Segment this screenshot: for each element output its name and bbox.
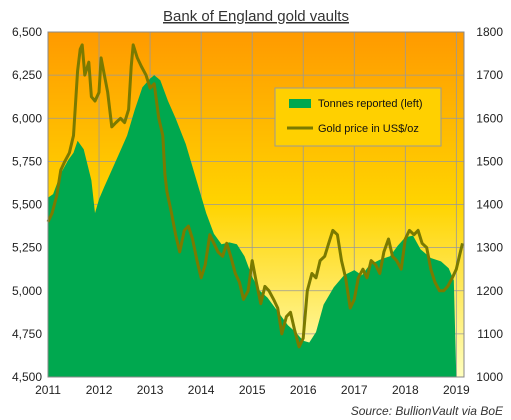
chart-title: Bank of England gold vaults bbox=[163, 8, 349, 25]
legend-swatch-tonnes bbox=[289, 99, 311, 108]
y-right-tick-label: 1300 bbox=[476, 241, 503, 255]
y-left-tick-label: 6,000 bbox=[12, 111, 42, 125]
y-left-tick-label: 4,500 bbox=[12, 370, 42, 384]
right-axis: 1000 1100 1200 1300 1400 1500 1600 1700 1800 bbox=[476, 25, 503, 384]
x-tick-label: 2011 bbox=[35, 383, 61, 397]
legend: Tonnes reported (left) Gold price in US$… bbox=[274, 87, 442, 147]
legend-label-tonnes: Tonnes reported (left) bbox=[318, 98, 423, 110]
source-note: Source: BullionVault via BoE bbox=[351, 404, 504, 418]
x-tick-label: 2018 bbox=[392, 383, 419, 397]
y-left-tick-label: 6,250 bbox=[12, 68, 42, 82]
x-tick-label: 2017 bbox=[341, 383, 368, 397]
legend-label-gold: Gold price in US$/oz bbox=[318, 123, 419, 135]
y-left-tick-label: 4,750 bbox=[12, 327, 42, 341]
series-gold-price-line bbox=[46, 43, 464, 349]
y-left-tick-label: 5,750 bbox=[12, 154, 42, 168]
y-right-tick-label: 1500 bbox=[476, 154, 503, 168]
y-right-tick-label: 1800 bbox=[476, 25, 503, 39]
x-tick-label: 2012 bbox=[86, 383, 113, 397]
y-left-tick-label: 5,000 bbox=[12, 284, 42, 298]
left-axis: 4,500 4,750 5,000 5,250 5,500 5,750 6,000 6,250… bbox=[12, 25, 42, 384]
y-right-tick-label: 1000 bbox=[476, 370, 503, 384]
x-tick-label: 2019 bbox=[443, 383, 470, 397]
x-tick-label: 2013 bbox=[137, 383, 164, 397]
x-tick-label: 2016 bbox=[290, 383, 317, 397]
y-right-tick-label: 1700 bbox=[476, 68, 503, 82]
legend-box bbox=[274, 87, 442, 147]
y-left-tick-label: 5,500 bbox=[12, 198, 42, 212]
y-right-tick-label: 1400 bbox=[476, 198, 503, 212]
y-left-tick-label: 6,500 bbox=[12, 25, 42, 39]
y-right-tick-label: 1600 bbox=[476, 111, 503, 125]
plot-border bbox=[47, 31, 465, 378]
y-right-tick-label: 1200 bbox=[476, 284, 503, 298]
y-left-tick-label: 5,250 bbox=[12, 241, 42, 255]
x-tick-label: 2015 bbox=[239, 383, 266, 397]
y-right-tick-label: 1100 bbox=[477, 327, 503, 341]
x-axis: 2011 2012 2013 2014 2015 2016 2017 2018 2019 bbox=[35, 383, 470, 397]
x-tick-label: 2014 bbox=[188, 383, 215, 397]
